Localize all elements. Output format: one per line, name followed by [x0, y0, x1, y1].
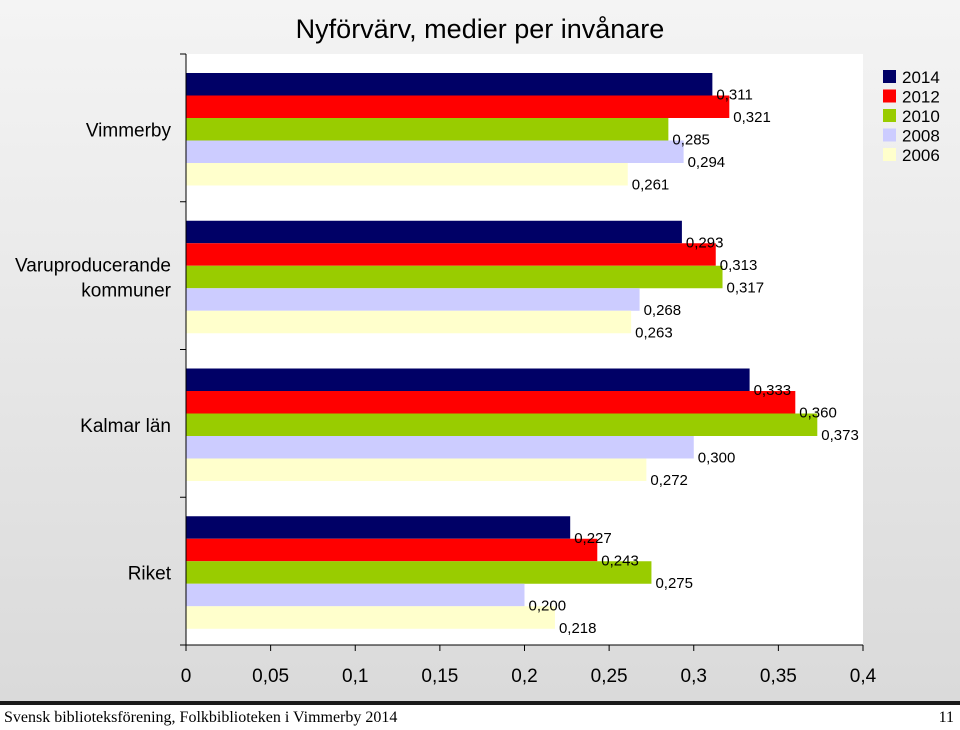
category-label: kommuner [81, 281, 171, 302]
bar-2010-2 [186, 413, 818, 436]
bar-2012-3 [186, 538, 598, 562]
x-tick-label: 0 [181, 666, 192, 687]
data-label: 0,227 [574, 530, 612, 547]
bar-2014-2 [186, 368, 750, 391]
x-tick-label: 0,4 [850, 666, 877, 687]
bar-2008-2 [186, 436, 694, 459]
legend-swatch-2006 [883, 148, 896, 161]
legend-swatch-2010 [883, 109, 896, 122]
data-label: 0,294 [688, 154, 726, 171]
footer-divider [0, 701, 960, 705]
legend-label-2012: 2012 [902, 88, 940, 107]
legend-label-2014: 2014 [902, 68, 940, 87]
legend-label-2006: 2006 [902, 146, 940, 165]
data-label: 0,293 [686, 234, 724, 251]
legend-swatch-2008 [883, 128, 896, 142]
data-label: 0,218 [559, 620, 597, 637]
x-tick-label: 0,2 [511, 666, 537, 687]
legend-label-2010: 2010 [902, 107, 940, 126]
footer-text: Svensk biblioteksförening, Folkbibliotek… [4, 709, 398, 726]
bar-2006-3 [186, 606, 555, 629]
data-label: 0,300 [698, 450, 736, 467]
bar-2006-1 [186, 310, 632, 334]
category-label: Riket [128, 564, 172, 585]
bars-group [186, 73, 818, 629]
bar-2012-1 [186, 243, 716, 266]
bar-2006-2 [186, 458, 647, 481]
legend-label-2008: 2008 [902, 127, 940, 146]
data-label: 0,333 [754, 382, 792, 399]
data-label: 0,360 [799, 405, 837, 422]
axes-group [180, 53, 864, 651]
bar-2012-2 [186, 391, 796, 414]
bar-2006-0 [186, 163, 628, 186]
tick-labels-group: 0 0,05 0,1 0,15 0,2 0,25 0,3 0,35 0,4 [181, 666, 877, 687]
page-number: 11 [938, 709, 954, 726]
x-tick-label: 0,05 [252, 666, 289, 687]
bar-chart: 0,311 0,321 0,285 0,294 0,261 0,293 0,313 0,317… [15, 53, 940, 687]
category-labels-group: Vimmerby Varuproducerande kommuner Kalmar l… [15, 120, 172, 584]
bar-2014-0 [186, 73, 713, 96]
bar-2012-0 [186, 95, 730, 118]
data-label: 0,275 [655, 575, 693, 592]
x-tick-label: 0,25 [591, 666, 628, 687]
data-label: 0,268 [644, 302, 682, 319]
data-label: 0,272 [650, 472, 688, 489]
category-label: Kalmar län [80, 416, 171, 437]
data-label: 0,321 [733, 109, 771, 126]
legend-swatch-2012 [883, 89, 896, 103]
x-tick-label: 0,1 [342, 666, 368, 687]
data-labels-group: 0,311 0,321 0,285 0,294 0,261 0,293 0,313 0,317… [529, 87, 859, 637]
bar-2008-0 [186, 140, 684, 163]
legend-swatch-2014 [883, 70, 896, 83]
category-label: Vimmerby [86, 120, 172, 141]
footer-background [0, 705, 960, 730]
bar-2008-1 [186, 288, 640, 311]
bar-2008-3 [186, 583, 525, 607]
data-label: 0,243 [601, 552, 639, 569]
data-label: 0,285 [672, 132, 710, 149]
data-label: 0,263 [635, 324, 673, 341]
bar-2010-3 [186, 561, 652, 584]
data-label: 0,200 [529, 597, 567, 614]
chart-title: Nyförvärv, medier per invånare [295, 14, 665, 44]
data-label: 0,261 [632, 177, 670, 194]
data-label: 0,313 [720, 257, 758, 274]
category-label: Varuproducerande [15, 256, 171, 277]
x-tick-label: 0,3 [681, 666, 707, 687]
x-tick-label: 0,15 [421, 666, 458, 687]
bar-2014-3 [186, 516, 571, 539]
x-tick-label: 0,35 [760, 666, 797, 687]
data-label: 0,311 [716, 87, 752, 104]
bar-2014-1 [186, 220, 682, 244]
data-label: 0,317 [727, 279, 765, 296]
bar-2010-1 [186, 265, 723, 289]
data-label: 0,373 [821, 427, 859, 444]
bar-2010-0 [186, 118, 669, 141]
